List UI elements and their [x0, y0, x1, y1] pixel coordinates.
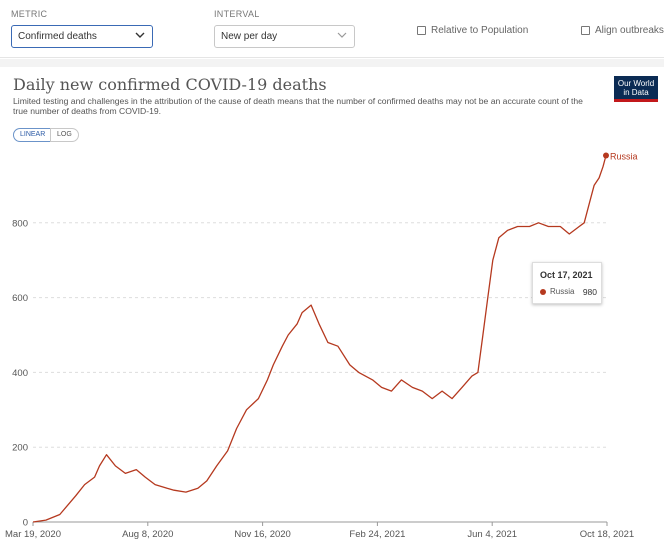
log-scale-button[interactable]: LOG [50, 128, 79, 142]
x-tick-label: Jun 4, 2021 [467, 529, 517, 540]
tooltip-series-name: Russia [550, 287, 575, 296]
x-tick-label: Mar 19, 2020 [5, 529, 61, 540]
y-tick-label: 200 [12, 443, 28, 454]
checkbox-box[interactable] [581, 26, 590, 35]
interval-select[interactable]: New per day [214, 25, 355, 48]
tooltip-date: Oct 17, 2021 [540, 270, 593, 280]
chevron-down-icon [135, 32, 145, 38]
y-tick-label: 400 [12, 368, 28, 379]
checkbox-box[interactable] [417, 26, 426, 35]
x-tick-label: Oct 18, 2021 [580, 529, 634, 540]
x-tick-label: Feb 24, 2021 [349, 529, 405, 540]
chart-tooltip: Oct 17, 2021 Russia 980 [532, 262, 602, 304]
metric-select-value: Confirmed deaths [18, 31, 97, 42]
owid-logo[interactable]: Our World in Data [614, 76, 658, 102]
relative-to-population-label: Relative to Population [431, 25, 529, 36]
metric-label: METRIC [11, 9, 48, 19]
metric-select[interactable]: Confirmed deaths [11, 25, 153, 48]
tooltip-value: 980 [582, 287, 597, 297]
chart-title: Daily new confirmed COVID-19 deaths [13, 75, 327, 94]
linear-scale-button[interactable]: LINEAR [13, 128, 53, 142]
line-chart[interactable]: 0 200 400 600 800 Mar 19, 2020 Aug 8, 2020 Nov … [0, 148, 664, 546]
series-end-label: Russia [610, 151, 638, 161]
x-tick-label: Aug 8, 2020 [122, 529, 173, 540]
series-line [32, 155, 607, 523]
series-end-point [603, 152, 610, 159]
relative-to-population-checkbox[interactable]: Relative to Population [417, 25, 528, 36]
interval-select-value: New per day [221, 31, 278, 42]
y-tick-label: 600 [12, 293, 28, 304]
logo-bar [614, 99, 658, 102]
tooltip-series-dot [540, 289, 546, 295]
chart-subtitle: Limited testing and challenges in the at… [13, 96, 583, 116]
x-tick-label: Nov 16, 2020 [234, 529, 291, 540]
y-tick-label: 800 [12, 218, 28, 229]
chevron-down-icon [337, 32, 347, 38]
logo-text: Our World in Data [617, 79, 655, 97]
align-outbreaks-checkbox[interactable]: Align outbreaks [581, 25, 664, 36]
section-divider [0, 59, 664, 67]
y-tick-label: 0 [23, 518, 28, 529]
align-outbreaks-label: Align outbreaks [595, 25, 664, 36]
interval-label: INTERVAL [214, 9, 260, 19]
controls-bar: METRIC Confirmed deaths INTERVAL New per… [0, 0, 664, 58]
